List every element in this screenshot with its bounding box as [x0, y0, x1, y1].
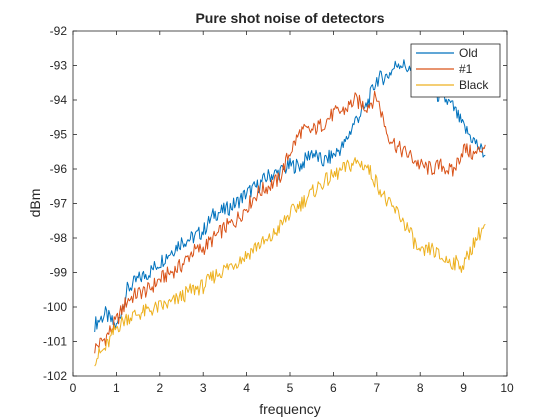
y-tick-label: -101 — [43, 335, 67, 349]
x-tick-label: 0 — [70, 381, 77, 395]
legend-label-0: Old — [459, 46, 478, 60]
y-tick-label: -100 — [43, 300, 67, 314]
legend-label-1: #1 — [459, 62, 473, 76]
legend: Old #1 Black — [410, 43, 501, 98]
x-tick-label: 4 — [243, 381, 250, 395]
x-tick-label: 2 — [156, 381, 163, 395]
x-tick-label: 9 — [460, 381, 467, 395]
series-line-2 — [94, 157, 486, 367]
y-tick-label: -97 — [50, 197, 68, 211]
y-tick-label: -93 — [50, 59, 68, 73]
x-tick-label: 7 — [373, 381, 380, 395]
y-tick-label: -96 — [50, 162, 68, 176]
x-tick-label: 8 — [417, 381, 424, 395]
x-tick-label: 3 — [200, 381, 207, 395]
y-tick-label: -99 — [50, 266, 68, 280]
y-tick-label: -94 — [50, 93, 68, 107]
x-tick-label: 5 — [287, 381, 294, 395]
x-axis-ticks: 0 1 2 3 4 5 6 7 8 9 10 — [70, 31, 514, 395]
y-axis-label: dBm — [27, 189, 43, 218]
x-tick-label: 1 — [113, 381, 120, 395]
y-tick-label: -102 — [43, 369, 67, 383]
x-tick-label: 6 — [330, 381, 337, 395]
y-axis-ticks: -92 -93 -94 -95 -96 -97 -98 -99 -100 -101 -102 — [43, 24, 507, 383]
x-tick-label: 10 — [500, 381, 514, 395]
y-tick-label: -98 — [50, 231, 68, 245]
x-axis-label: frequency — [259, 401, 320, 417]
y-tick-label: -95 — [50, 128, 68, 142]
y-tick-label: -92 — [50, 24, 68, 38]
legend-label-2: Black — [459, 78, 489, 92]
series-line-1 — [94, 90, 486, 354]
chart-title: Pure shot noise of detectors — [195, 10, 384, 26]
